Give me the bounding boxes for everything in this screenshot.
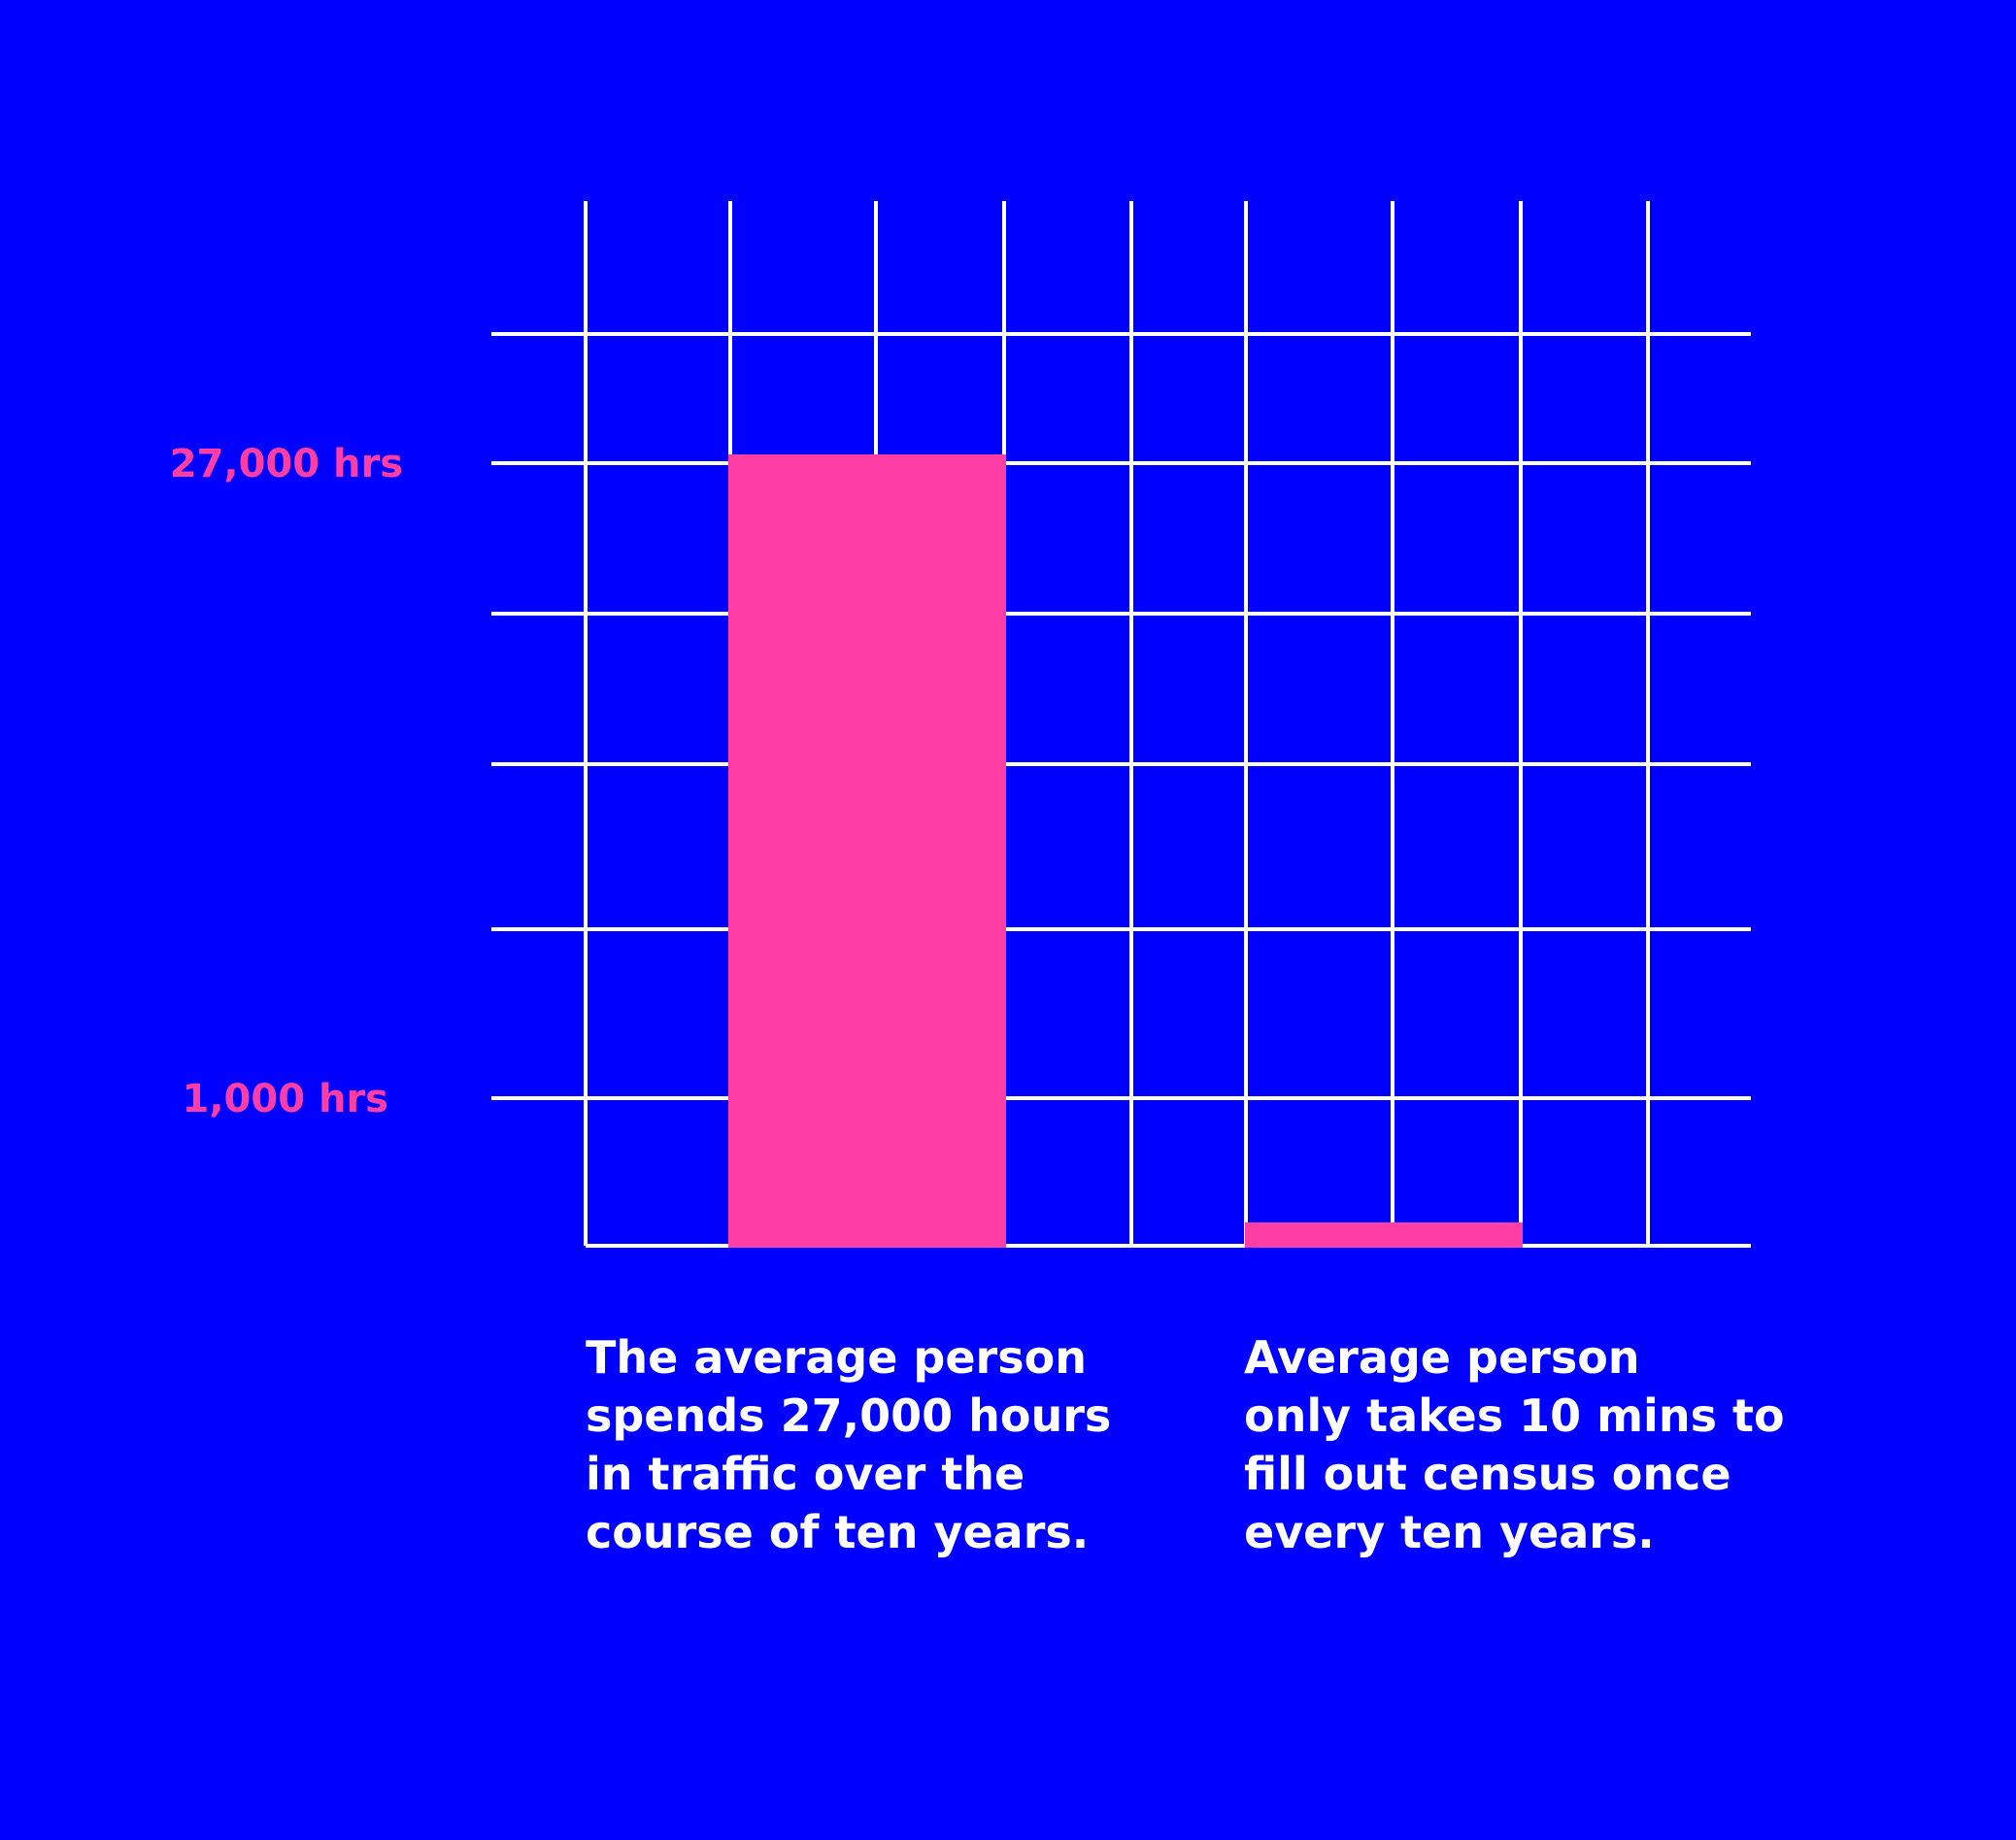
y-tick-labels: 1,000 hrs 27,000 hrs xyxy=(170,442,403,1121)
bars xyxy=(728,454,1523,1248)
y-tick-label-1: 27,000 hrs xyxy=(170,442,403,486)
caption-census: Average person only takes 10 mins to fil… xyxy=(1244,1331,1785,1558)
caption-traffic: The average person spends 27,000 hours i… xyxy=(586,1331,1112,1558)
bar-traffic xyxy=(728,454,1006,1248)
bar-census xyxy=(1245,1222,1523,1248)
y-tick-label-0: 1,000 hrs xyxy=(183,1077,388,1121)
grid xyxy=(491,201,1751,1248)
